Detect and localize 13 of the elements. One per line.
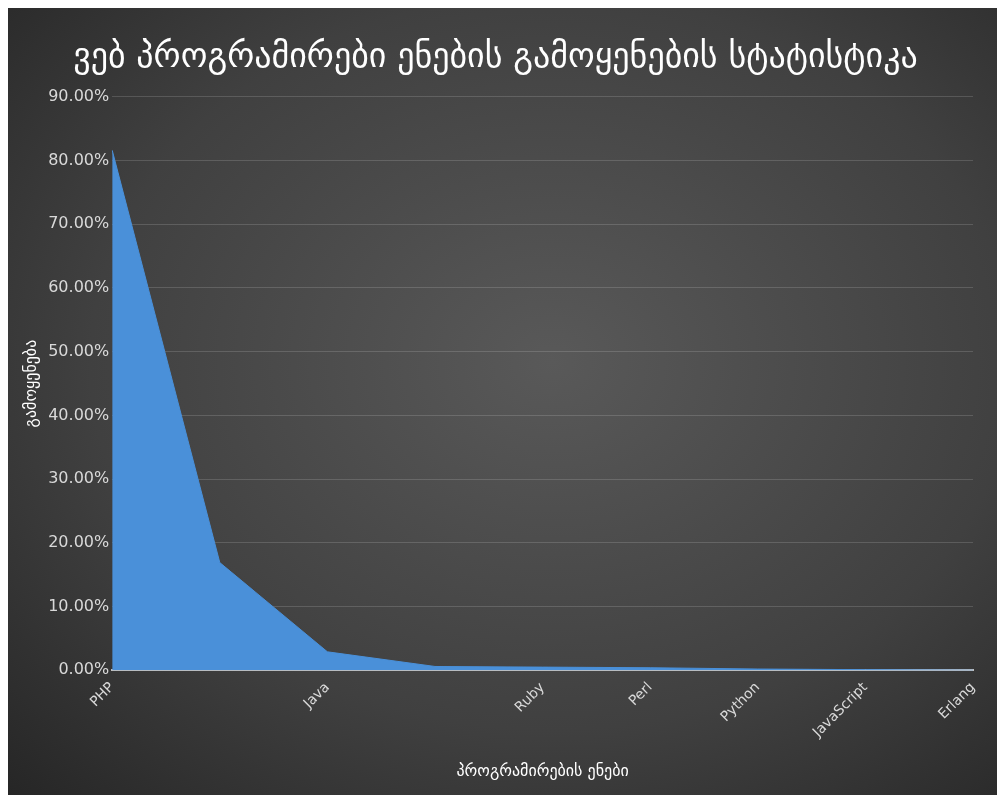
y-axis-title: გამოყენება [20,339,40,428]
y-tick-label: 70.00% [48,213,110,233]
y-tick-label: 50.00% [48,340,110,360]
y-tick-label: 0.00% [58,659,110,679]
y-tick-label: 60.00% [48,277,110,297]
y-tick-label: 10.00% [48,595,110,615]
y-tick-label: 30.00% [48,468,110,488]
chart-title: ვებ პროგრამირები ენების გამოყენების სტატისტიკა [73,35,918,76]
y-tick-label: 20.00% [48,532,110,552]
y-tick-label: 80.00% [48,149,110,169]
y-tick-label: 40.00% [48,404,110,424]
x-axis-title: პროგრამირების ენები [456,760,629,780]
y-tick-label: 90.00% [48,85,110,105]
